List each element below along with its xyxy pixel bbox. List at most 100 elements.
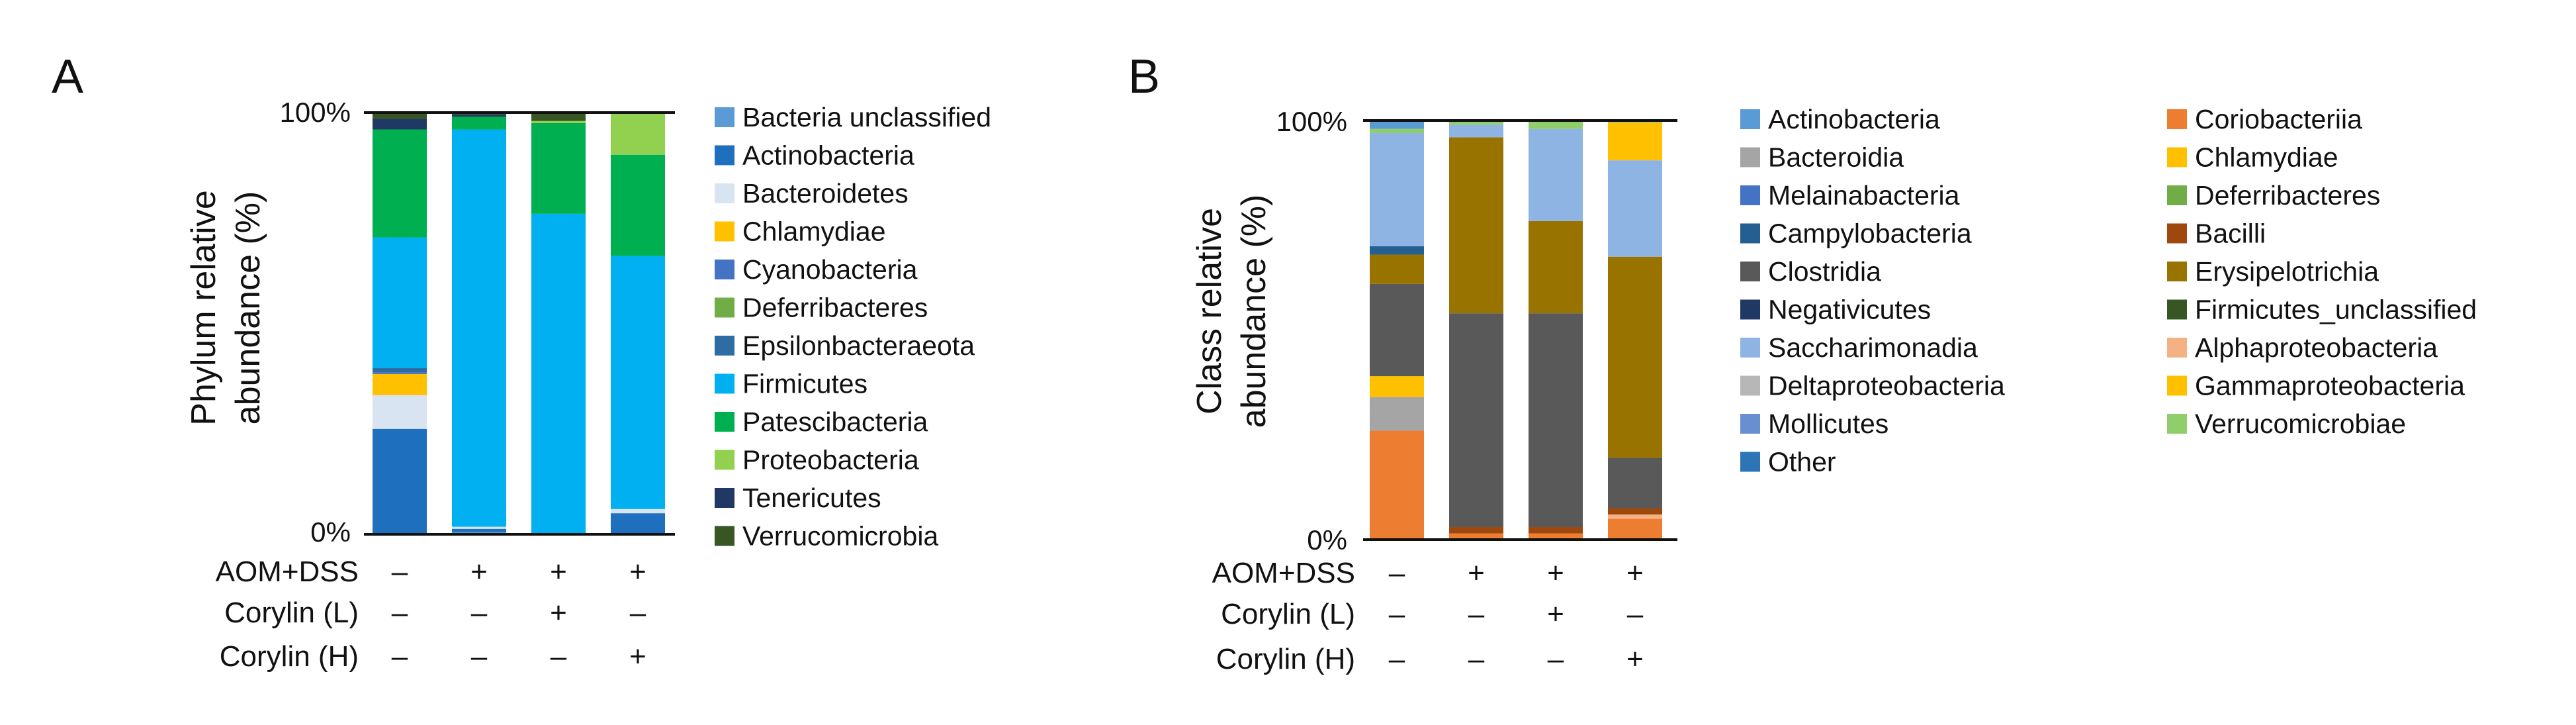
panel-a-condition-sign: – [392,597,408,629]
panel-b-label: B [1128,50,1160,103]
panel-a-condition-sign: – [471,597,488,629]
panel-b-bar-segment [1370,397,1424,431]
panel-a-legend-swatch [715,107,734,127]
panel-b-legend-swatch [2167,338,2187,358]
panel-b-condition-sign: + [1547,557,1564,589]
panel-b-ytick-bottom: 0% [1307,524,1347,556]
panel-b-legend-swatch [2167,109,2187,129]
panel-a-legend-label: Verrucomicrobia [742,521,938,552]
panel-a-condition-sign: + [550,597,567,629]
panel-b-legend-swatch [1740,452,1760,472]
panel-b-legend-swatch [1740,414,1760,434]
panel-a-bar-segment [373,372,427,374]
panel-b-bar-segment [1449,527,1503,534]
panel-a: A Phylum relative abundance (%) 100% 0% … [52,50,991,673]
panel-b-legend-swatch [2167,147,2187,168]
panel-a-legend-swatch [715,488,734,508]
panel-a-bar-segment [452,117,506,130]
panel-a-legend-swatch [715,297,734,318]
panel-a-bar-segment [611,508,665,514]
panel-a-condition-label: AOM+DSS [216,556,359,588]
panel-b-legend-swatch [2167,185,2187,205]
panel-a-label: A [52,50,83,103]
panel-a-bar-segment [531,213,586,534]
panel-a-condition-sign: + [629,556,646,588]
panel-b-bar-segment [1370,132,1424,246]
panel-b-condition-sign: + [1547,598,1564,630]
panel-b-legend-swatch [1740,223,1760,244]
panel-b-condition-sign: – [1389,557,1405,589]
panel-b-bar-segment [1370,283,1424,377]
panel-a-legend-label: Patescibacteria [742,407,928,437]
panel-b-legend-label: Bacilli [2195,218,2266,249]
panel-a-legend-swatch [715,336,734,356]
panel-a-bar-segment [373,368,427,373]
panel-b-bar-segment [1449,121,1503,125]
panel-b-legend-label: Coriobacteriia [2195,104,2362,134]
panel-a-ylabel-line1: Phylum relative [185,190,223,425]
panel-a-legend-swatch [715,412,734,432]
panel-b-legend-swatch [1740,185,1760,205]
panel-b-bar-segment [1608,256,1662,458]
panel-b-legend-swatch [1740,375,1760,396]
panel-b-legend-label: Actinobacteria [1768,104,1940,134]
panel-a-condition-sign: – [392,640,408,673]
panel-b-legend-swatch [1740,262,1760,281]
panel-b-legend-swatch [1740,299,1760,320]
panel-b-bar-segment [1370,121,1424,129]
panel-a-bar-segment [373,373,427,395]
panel-b-legend-label: Negativicutes [1768,295,1931,325]
panel-b-bar-segment [1529,527,1583,534]
panel-a-bar-segment [373,119,427,130]
panel-b-legend-label: Bacteroidia [1768,142,1904,173]
panel-b-condition-sign: – [1627,598,1644,630]
panel-a-condition-sign: – [471,640,488,673]
panel-b-bar-segment [1370,254,1424,284]
panel-a-bar-segment [531,113,586,121]
panel-b-legend-label: Clostridia [1768,256,1881,287]
panel-b-bar-segment [1529,121,1583,129]
panel-a-legend-label: Bacteroidetes [742,178,909,209]
panel-a-bar-segment [452,528,506,532]
panel-b-legend-label: Gammaproteobacteria [2195,371,2465,401]
panel-a-ytick-top: 100% [280,97,351,128]
panel-a-condition-sign: – [551,640,567,673]
panel-b-legend-swatch [2167,375,2187,396]
panel-a-bar-segment [611,513,665,534]
panel-b-bar-segment [1370,376,1424,397]
panel-b-ylabel-line1: Class relative [1190,208,1229,414]
panel-b-bar-segment [1449,137,1503,314]
panel-b-legend-swatch [1740,147,1760,168]
panel-b-condition-sign: – [1548,643,1564,675]
panel-a-bar-segment [452,115,506,117]
panel-b-legend-label: Mollicutes [1768,409,1888,439]
panel-b-bar-segment [1608,518,1662,540]
panel-b-bar-segment [1529,128,1583,221]
panel-b-legend-label: Firmicutes_unclassified [2195,295,2477,325]
panel-b-condition-sign: + [1468,557,1485,589]
panel-b-bar-segment [1370,246,1424,255]
panel-a-legend-label: Chlamydiae [742,217,886,247]
panel-a-conditions: AOM+DSS – + + +Corylin (L) – – + –Corylin (H) – – –… [216,556,646,673]
panel-a-bar-segment [611,154,665,256]
panel-b-bar-segment [1608,458,1662,508]
panel-a-legend-swatch [715,183,734,203]
panel-a-bar-segment [452,129,506,527]
panel-a-legend-label: Actinobacteria [742,140,914,171]
panel-a-legend-swatch [715,260,734,279]
panel-b-legend-label: Saccharimonadia [1768,332,1978,363]
panel-a-legend-label: Tenericutes [742,483,881,513]
panel-b-ytick-top: 100% [1276,106,1347,137]
panel-a-ytick-bottom: 0% [310,516,351,548]
panel-a-condition-sign: – [392,556,408,588]
panel-b-legend-swatch [2167,414,2187,434]
panel-b-bar-segment [1449,533,1503,540]
panel-a-bar-segment [531,121,586,123]
panel-b-ylabel-line2: abundance (%) [1235,195,1273,428]
panel-b-legend-swatch [1740,109,1760,129]
panel-b-legend-label: Melainabacteria [1768,180,1960,211]
panel-b-legend-label: Other [1768,447,1836,477]
panel-a-legend-label: Cyanobacteria [742,254,918,285]
panel-b-legend-swatch [2167,223,2187,244]
